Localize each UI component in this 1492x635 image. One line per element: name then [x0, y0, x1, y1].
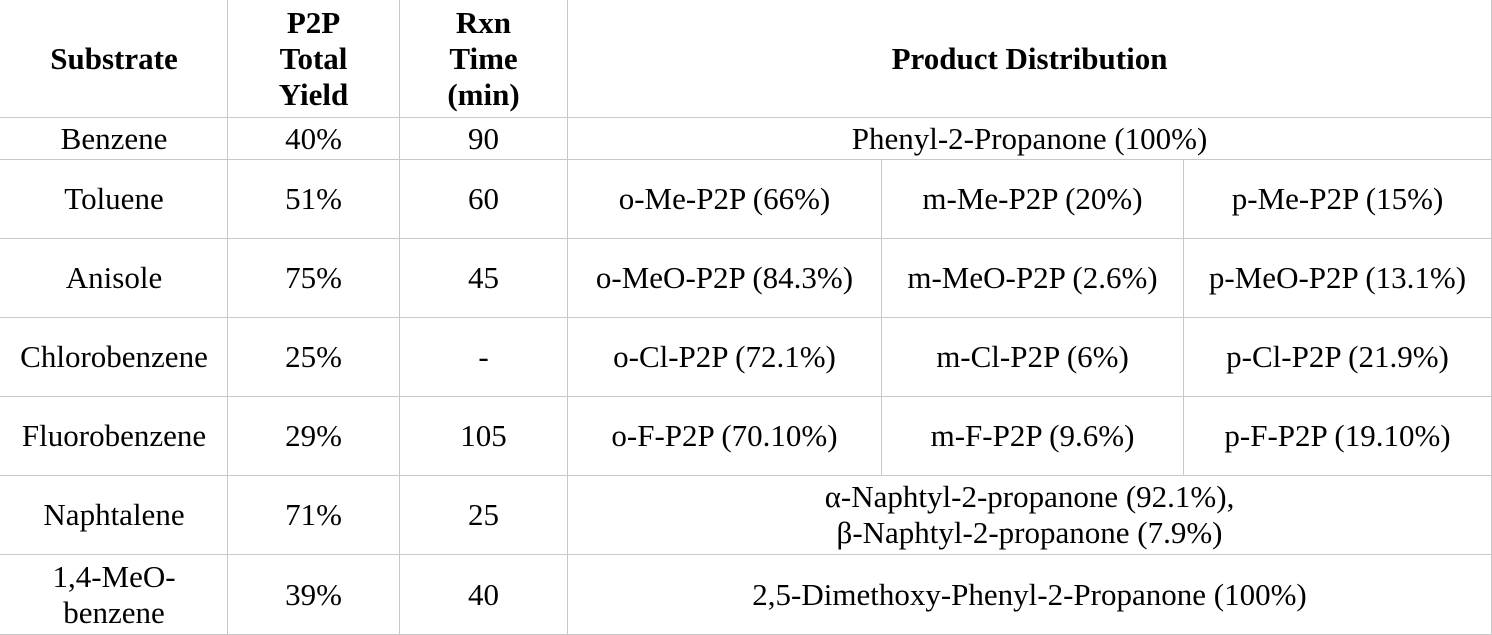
table-row: Benzene 40% 90 Phenyl-2-Propanone (100%): [0, 117, 1492, 160]
table-row: Fluorobenzene 29% 105 o-F-P2P (70.10%) m…: [0, 396, 1492, 476]
yield-cell: 25%: [227, 317, 400, 397]
time-cell: 60: [399, 159, 568, 239]
header-product-distribution: Product Distribution: [566, 0, 1492, 118]
header-total-yield: P2P Total Yield: [227, 0, 400, 118]
product-meta-cell: m-F-P2P (9.6%): [881, 396, 1184, 476]
yield-cell: 40%: [227, 117, 400, 160]
header-total-yield-line-2: Total: [279, 41, 348, 76]
product-cell: α-Naphtyl-2-propanone (92.1%), β-Naphtyl…: [566, 475, 1492, 555]
header-substrate: Substrate: [0, 0, 228, 118]
substrate-cell: Benzene: [0, 117, 228, 160]
substrate-cell: Anisole: [0, 238, 228, 318]
yield-cell: 51%: [227, 159, 400, 239]
product-para-cell: p-Me-P2P (15%): [1182, 159, 1492, 239]
table-row: Anisole 75% 45 o-MeO-P2P (84.3%) m-MeO-P…: [0, 238, 1492, 318]
product-meta-cell: m-Me-P2P (20%): [881, 159, 1184, 239]
time-cell: 90: [399, 117, 568, 160]
substrate-cell: 1,4-MeO- benzene: [0, 554, 228, 635]
header-rxn-time: Rxn Time (min): [399, 0, 568, 118]
yield-cell: 71%: [227, 475, 400, 555]
product-ortho-cell: o-Cl-P2P (72.1%): [567, 317, 882, 397]
product-line-1: α-Naphtyl-2-propanone (92.1%),: [824, 479, 1235, 514]
header-total-yield-line-3: Yield: [278, 77, 349, 112]
time-cell: 25: [399, 475, 568, 555]
header-rxn-time-line-2: Time: [449, 41, 518, 76]
product-para-cell: p-Cl-P2P (21.9%): [1182, 317, 1492, 397]
yield-cell: 75%: [227, 238, 400, 318]
substrate-cell: Chlorobenzene: [0, 317, 228, 397]
product-ortho-cell: o-F-P2P (70.10%): [567, 396, 882, 476]
product-ortho-cell: o-Me-P2P (66%): [567, 159, 882, 239]
header-rxn-time-line-1: Rxn: [455, 5, 512, 40]
table-row: Toluene 51% 60 o-Me-P2P (66%) m-Me-P2P (…: [0, 159, 1492, 239]
product-meta-cell: m-MeO-P2P (2.6%): [881, 238, 1184, 318]
time-cell: 45: [399, 238, 568, 318]
table-row: 1,4-MeO- benzene 39% 40 2,5-Dimethoxy-Ph…: [0, 554, 1492, 635]
product-ortho-cell: o-MeO-P2P (84.3%): [567, 238, 882, 318]
product-cell: Phenyl-2-Propanone (100%): [566, 117, 1492, 160]
yield-cell: 39%: [227, 554, 400, 635]
time-cell: 105: [399, 396, 568, 476]
product-line-2: β-Naphtyl-2-propanone (7.9%): [836, 515, 1223, 550]
table-row: Chlorobenzene 25% - o-Cl-P2P (72.1%) m-C…: [0, 317, 1492, 397]
product-meta-cell: m-Cl-P2P (6%): [881, 317, 1184, 397]
substrate-line-2: benzene: [63, 594, 165, 630]
yield-cell: 29%: [227, 396, 400, 476]
substrate-cell: Fluorobenzene: [0, 396, 228, 476]
product-cell: 2,5-Dimethoxy-Phenyl-2-Propanone (100%): [566, 554, 1492, 635]
substrate-line-1: 1,4-MeO-: [52, 558, 176, 594]
time-cell: 40: [399, 554, 568, 635]
header-total-yield-line-1: P2P: [286, 5, 341, 40]
header-rxn-time-line-3: (min): [447, 77, 520, 112]
table-row: Naphtalene 71% 25 α-Naphtyl-2-propanone …: [0, 475, 1492, 555]
time-cell: -: [399, 317, 568, 397]
product-para-cell: p-F-P2P (19.10%): [1182, 396, 1492, 476]
product-para-cell: p-MeO-P2P (13.1%): [1182, 238, 1492, 318]
substrate-cell: Naphtalene: [0, 475, 228, 555]
substrate-cell: Toluene: [0, 159, 228, 239]
header-row: Substrate P2P Total Yield Rxn Time (min)…: [0, 0, 1492, 118]
